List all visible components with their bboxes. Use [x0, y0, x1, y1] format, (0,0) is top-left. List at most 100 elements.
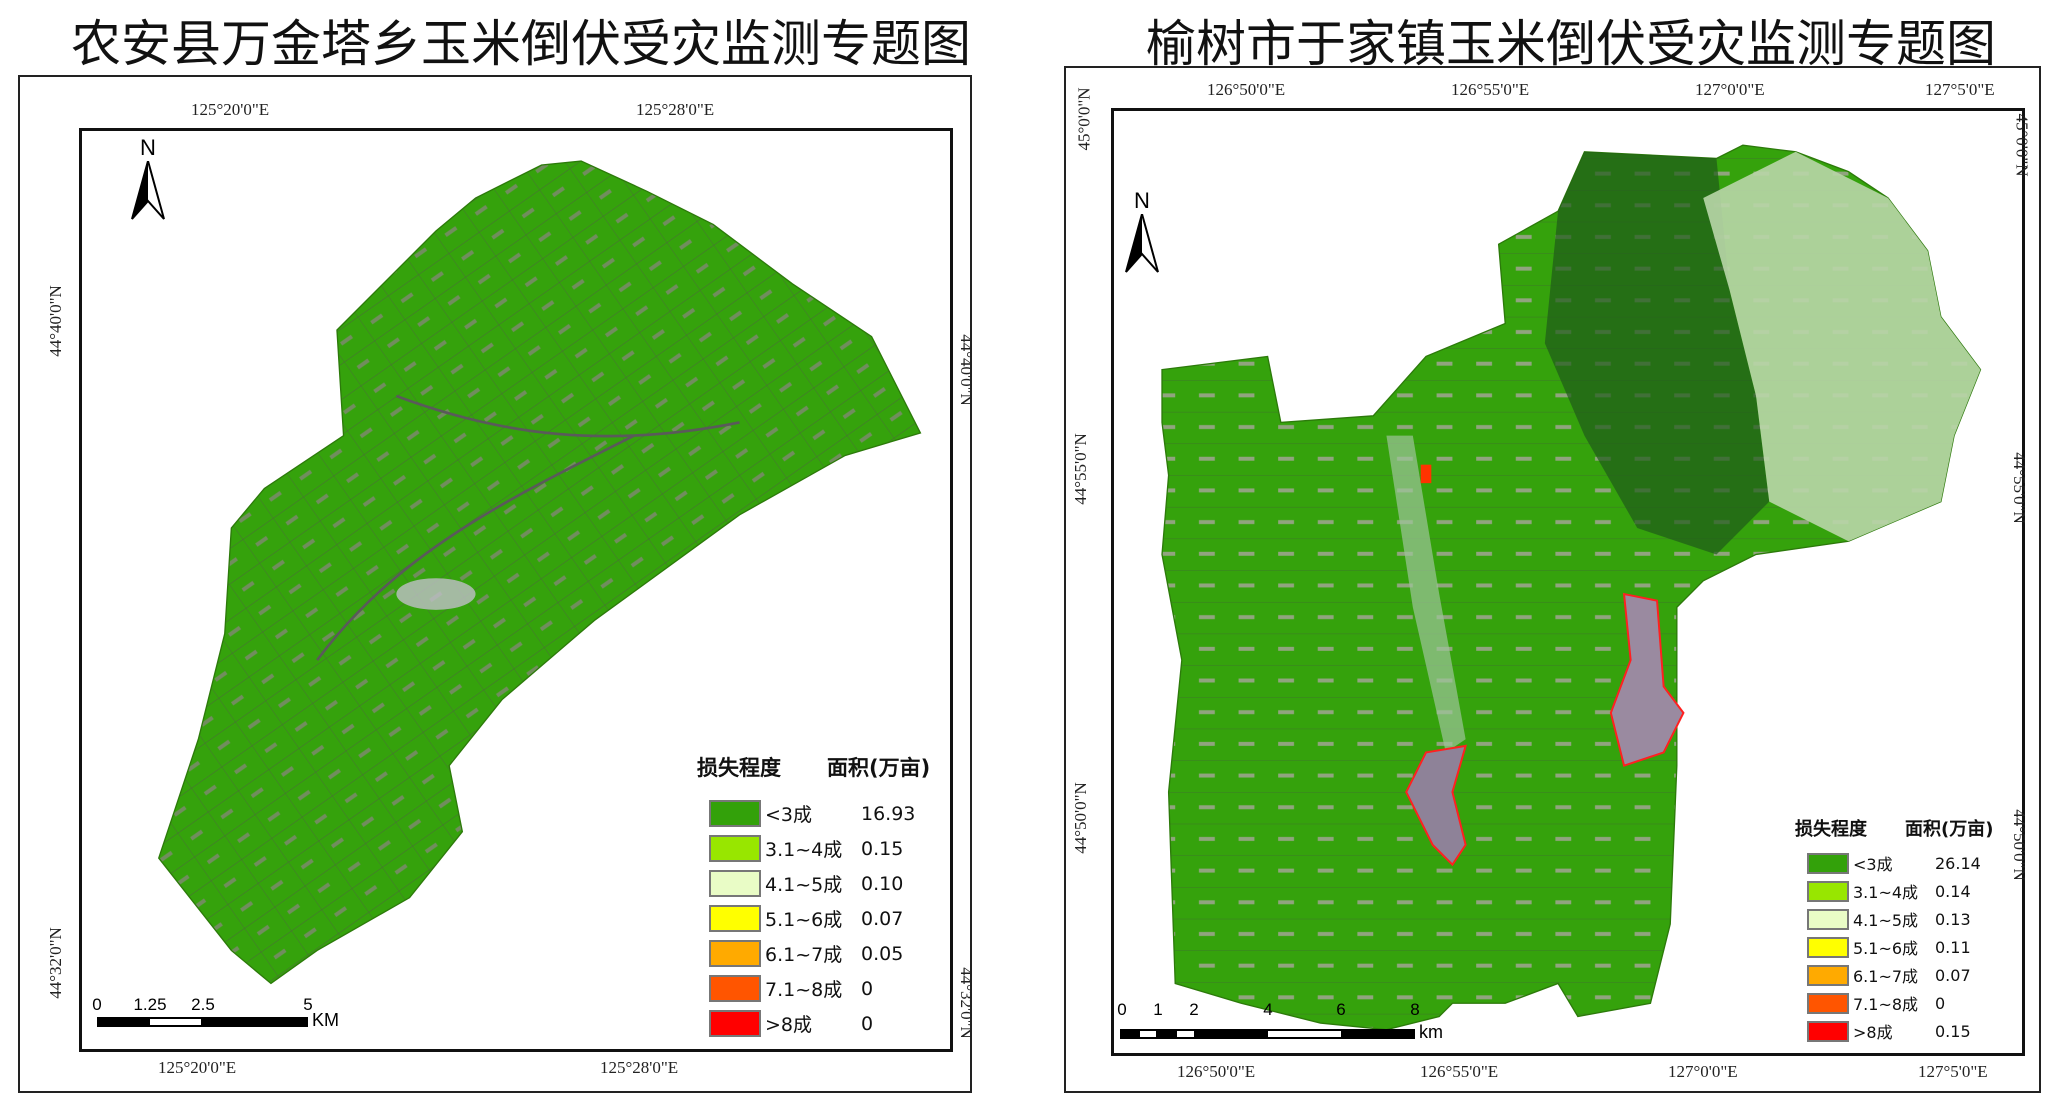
- legend-header-area: 面积(万亩): [1905, 819, 1994, 840]
- right-unclassified-light-area: [1703, 151, 1981, 542]
- legend-header-area: 面积(万亩): [827, 756, 931, 780]
- scale-segment: [1140, 1031, 1156, 1037]
- legend-swatch: [1807, 992, 1849, 1014]
- right-tick-left-2: 44°55'0"N: [1070, 433, 1090, 505]
- legend-value: 0.10: [861, 872, 904, 895]
- legend-label: 7.1~8成: [765, 979, 843, 1001]
- right-tick-bottom-3: 127°0'0"E: [1668, 1062, 1738, 1081]
- legend-label: 5.1~6成: [1853, 939, 1919, 958]
- scale-bar-graphic: [1120, 1029, 1415, 1039]
- legend-label: <3成: [1853, 855, 1893, 874]
- legend-label: 4.1~5成: [765, 874, 843, 896]
- legend-swatch: [1807, 880, 1849, 902]
- right-lake-east: [1609, 592, 1685, 767]
- legend-value: 0.11: [1935, 937, 1971, 957]
- legend-label: <3成: [765, 804, 813, 826]
- north-label: N: [140, 135, 156, 160]
- left-road-line: [316, 394, 740, 661]
- left-tick-bottom-2: 125°28'0"E: [600, 1058, 679, 1077]
- legend-item: <3成 26.14: [1795, 849, 1993, 877]
- left-outer-frame: [18, 75, 972, 1093]
- north-arrow-icon: [131, 157, 165, 220]
- scale-label: 5: [303, 995, 313, 1014]
- right-tick-top-3: 127°0'0"E: [1695, 80, 1765, 99]
- legend-header-class: 损失程度: [697, 756, 781, 780]
- legend-item: 5.1~6成 0.07: [697, 901, 930, 936]
- left-legend: 损失程度 面积(万亩) <3成 16.93 3.1~4成 0.15 4.1~5成 0.10…: [697, 752, 930, 1041]
- legend-swatch: [1807, 964, 1849, 986]
- legend-value: 0.15: [861, 837, 904, 860]
- scale-label: 4: [1263, 1000, 1273, 1019]
- legend-swatch: [709, 1010, 761, 1037]
- legend-value: 0: [861, 1012, 874, 1035]
- legend-header-class: 损失程度: [1795, 819, 1867, 840]
- scale-segment: [1177, 1031, 1194, 1037]
- legend-value: 0: [861, 977, 874, 1000]
- legend-value: 26.14: [1935, 853, 1981, 873]
- legend-label: 3.1~4成: [765, 839, 843, 861]
- left-map-title: 农安县万金塔乡玉米倒伏受灾监测专题图: [71, 15, 971, 73]
- legend-item: >8成 0.15: [1795, 1017, 1993, 1045]
- legend-label: 7.1~8成: [1853, 995, 1919, 1014]
- left-map-frame: [79, 128, 953, 1052]
- right-tick-top-2: 126°55'0"E: [1451, 80, 1530, 99]
- scale-unit: km: [1419, 1022, 1443, 1042]
- left-tick-right-1: 44°40'0"N: [956, 334, 976, 406]
- legend-item: 7.1~8成 0: [697, 971, 930, 1006]
- legend-label: >8成: [765, 1014, 813, 1036]
- scale-label: 0: [1117, 1000, 1127, 1019]
- legend-swatch: [709, 905, 761, 932]
- legend-item: 5.1~6成 0.11: [1795, 933, 1993, 961]
- scale-bar-graphic: [97, 1017, 308, 1027]
- right-tick-bottom-4: 127°5'0"E: [1918, 1062, 1988, 1081]
- right-tick-top-1: 126°50'0"E: [1207, 80, 1286, 99]
- legend-value: 0.07: [861, 907, 904, 930]
- left-region-polygon: [157, 160, 922, 985]
- legend-swatch: [1807, 936, 1849, 958]
- left-town-area: [396, 578, 476, 610]
- legend-item: 6.1~7成 0.05: [697, 936, 930, 971]
- right-map-title: 榆树市于家镇玉米倒伏受灾监测专题图: [1146, 15, 1996, 73]
- legend-swatch: [1807, 1020, 1849, 1042]
- left-north-arrow: N: [130, 135, 166, 226]
- legend-label: 5.1~6成: [765, 909, 843, 931]
- legend-label: >8成: [1853, 1023, 1893, 1042]
- right-north-arrow: N: [1124, 188, 1160, 279]
- scale-label: 2: [1189, 1000, 1199, 1019]
- legend-value: 0.07: [1935, 965, 1971, 985]
- legend-swatch: [1807, 908, 1849, 930]
- north-label: N: [1134, 188, 1150, 213]
- legend-item: 7.1~8成 0: [1795, 989, 1993, 1017]
- right-map-frame: [1111, 108, 2025, 1056]
- legend-label: 4.1~5成: [1853, 911, 1919, 930]
- scale-label: 8: [1410, 1000, 1420, 1019]
- left-scale-bar: 0 1.25 2.5 5 KM: [92, 995, 355, 1035]
- left-tick-top-2: 125°28'0"E: [636, 100, 715, 119]
- legend-value: 0: [1935, 993, 1946, 1013]
- legend-value: 16.93: [861, 802, 916, 825]
- scale-unit: KM: [312, 1010, 339, 1030]
- left-tick-left-2: 44°32'0"N: [45, 927, 65, 999]
- legend-swatch: [709, 800, 761, 827]
- right-river-corridor: [1386, 435, 1466, 753]
- left-tick-top-1: 125°20'0"E: [191, 100, 270, 119]
- north-arrow-icon: [1125, 210, 1159, 273]
- right-dark-forest-area: [1544, 151, 1770, 555]
- right-damage-spot: [1420, 464, 1432, 484]
- right-tick-right-2: 44°55'0"N: [2009, 452, 2029, 524]
- right-tick-left-1: 45°0'0"N: [1074, 87, 1094, 151]
- legend-item: <3成 16.93: [697, 796, 930, 831]
- scale-segment: [150, 1019, 201, 1025]
- legend-value: 0.15: [1935, 1021, 1971, 1041]
- legend-label: 3.1~4成: [1853, 883, 1919, 902]
- scale-label: 6: [1336, 1000, 1346, 1019]
- legend-swatch: [1807, 852, 1849, 874]
- legend-label: 6.1~7成: [1853, 967, 1919, 986]
- scale-label: 0: [92, 995, 102, 1014]
- legend-swatch: [709, 975, 761, 1002]
- legend-value: 0.13: [1935, 909, 1971, 929]
- legend-swatch: [709, 940, 761, 967]
- right-tick-left-3: 44°50'0"N: [1070, 782, 1090, 854]
- legend-item: >8成 0: [697, 1006, 930, 1041]
